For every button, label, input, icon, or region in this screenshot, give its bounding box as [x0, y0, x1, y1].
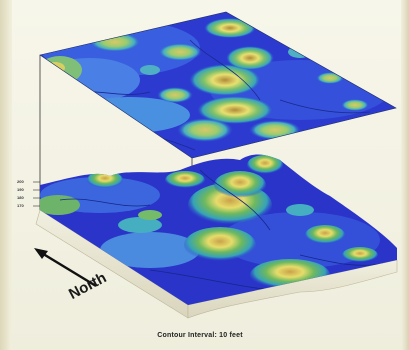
left-border [0, 0, 12, 350]
elevation-axis [33, 181, 40, 207]
top-contour-map [39, 11, 397, 159]
terrain-block-sides [35, 209, 398, 319]
contour-interval-caption: Contour Interval: 10 feet [157, 332, 243, 339]
elevation-tick-label: 200 [17, 179, 24, 184]
elevation-tick-label: 190 [17, 187, 24, 192]
right-border [401, 0, 409, 350]
terrain-surface [40, 154, 397, 305]
elevation-tick-label: 170 [17, 203, 24, 208]
elevation-tick-label: 180 [17, 195, 24, 200]
north-arrow-icon [34, 248, 97, 288]
